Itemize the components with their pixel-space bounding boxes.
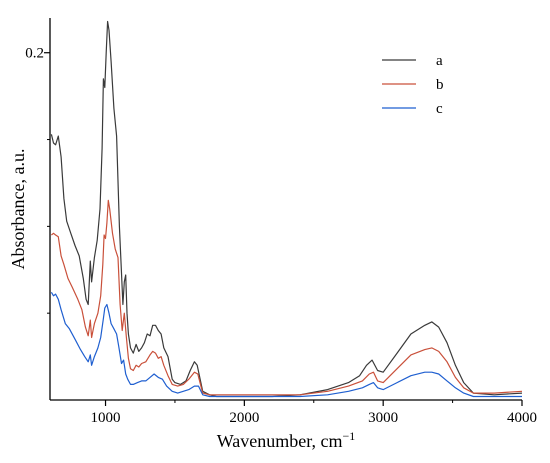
x-tick-label: 4000 — [507, 410, 537, 426]
x-axis-ticks: 1000 2000 3000 4000 — [91, 400, 537, 426]
y-tick-label: 0.2 — [25, 46, 44, 62]
series-line-a — [50, 20, 523, 398]
y-axis-ticks: 0.2 — [25, 46, 50, 314]
legend-label-a: a — [436, 53, 443, 69]
y-axis-label: Absorbance, a.u. — [8, 149, 28, 270]
legend: abc — [382, 53, 444, 117]
x-tick-label: 1000 — [91, 410, 121, 426]
legend-label-c: c — [436, 101, 443, 117]
series-lines — [50, 20, 523, 398]
x-tick-label: 3000 — [368, 410, 398, 426]
series-line-b — [51, 199, 523, 396]
legend-label-b: b — [436, 77, 444, 93]
x-axis-label: Wavenumber, cm−1 — [217, 429, 356, 451]
series-line-c — [50, 291, 522, 398]
x-tick-label: 2000 — [229, 410, 259, 426]
